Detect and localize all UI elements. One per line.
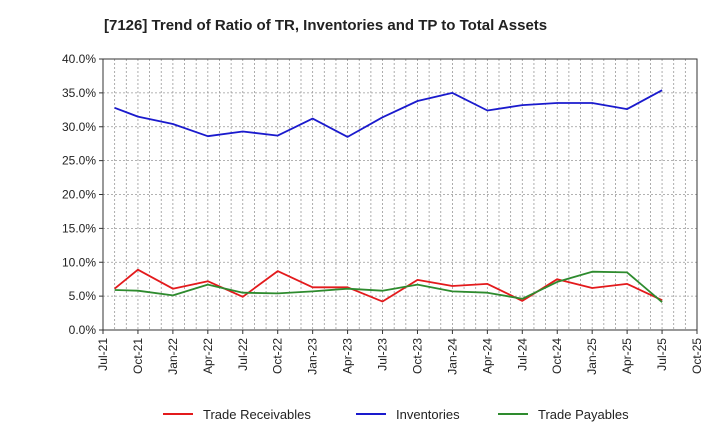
x-tick-label: Oct-25 xyxy=(690,338,704,374)
y-tick-label: 5.0% xyxy=(69,289,97,303)
x-tick-label: Apr-25 xyxy=(620,338,634,374)
y-tick-label: 25.0% xyxy=(62,154,96,168)
plot-area xyxy=(102,58,698,331)
legend-label-trade-payables: Trade Payables xyxy=(538,407,629,422)
x-tick-label: Oct-24 xyxy=(550,338,564,374)
x-tick-label: Jul-21 xyxy=(96,338,110,371)
x-tick-label: Oct-23 xyxy=(410,338,424,374)
x-tick-label: Oct-21 xyxy=(131,338,145,374)
chart-title: [7126] Trend of Ratio of TR, Inventories… xyxy=(104,17,547,34)
y-tick-label: 20.0% xyxy=(62,188,96,202)
y-tick-label: 30.0% xyxy=(62,120,96,134)
x-tick-label: Jul-24 xyxy=(515,338,529,371)
series-line-inventories xyxy=(114,89,663,138)
x-tick-label: Jul-23 xyxy=(376,338,390,371)
x-tick-label: Apr-24 xyxy=(480,338,494,374)
y-tick-label: 10.0% xyxy=(62,255,96,269)
y-tick-label: 35.0% xyxy=(62,86,96,100)
series-line-trade-receivables xyxy=(114,268,663,303)
x-axis-ticks: Jul-21 Oct-21 Jan-22 Apr-22 Jul-22 Oct-22 Jan-… xyxy=(96,330,704,375)
x-tick-label: Jul-25 xyxy=(655,338,669,371)
series-lines xyxy=(114,89,663,303)
legend-label-inventories: Inventories xyxy=(396,407,460,422)
y-axis-ticks: 0.0% 5.0% 10.0% 15.0% 20.0% 25.0% 30.0% 35.0% 40… xyxy=(62,52,103,337)
legend: Trade Receivables Inventories Trade Payabl… xyxy=(163,407,629,422)
x-tick-label: Jan-24 xyxy=(445,338,459,375)
x-tick-label: Jan-23 xyxy=(306,338,320,375)
legend-label-trade-receivables: Trade Receivables xyxy=(203,407,311,422)
x-tick-label: Jul-22 xyxy=(236,338,250,371)
x-tick-label: Jan-22 xyxy=(166,338,180,375)
y-tick-label: 0.0% xyxy=(69,323,97,337)
x-tick-label: Jan-25 xyxy=(585,338,599,375)
x-tick-label: Apr-22 xyxy=(201,338,215,374)
x-tick-label: Oct-22 xyxy=(271,338,285,374)
y-tick-label: 40.0% xyxy=(62,52,96,66)
series-line-trade-payables xyxy=(114,270,663,303)
x-tick-label: Apr-23 xyxy=(341,338,355,374)
y-tick-label: 15.0% xyxy=(62,221,96,235)
